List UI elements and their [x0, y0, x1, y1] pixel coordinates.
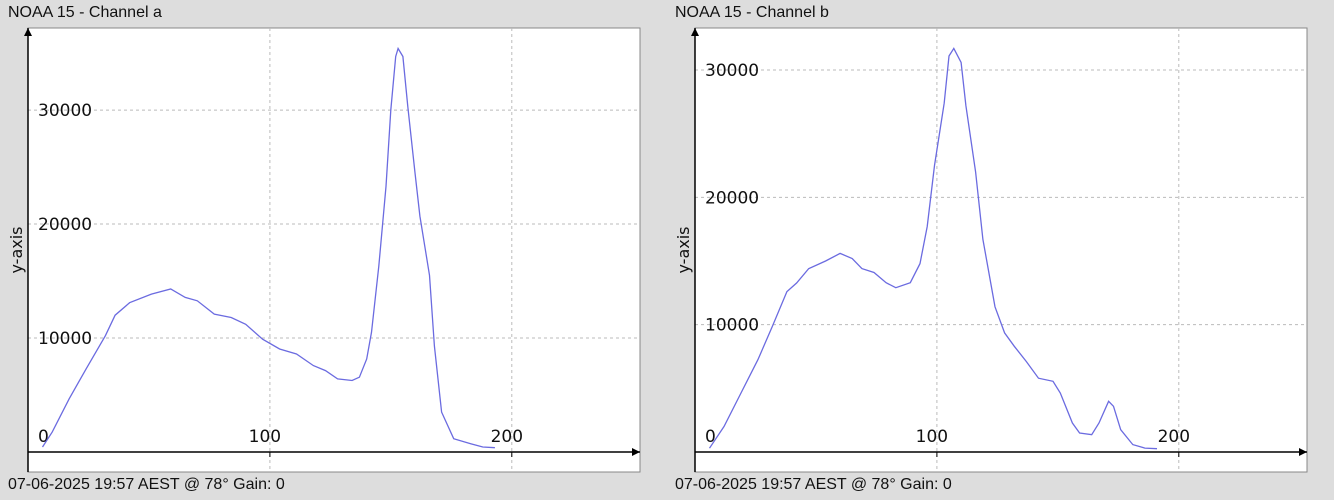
- x-axis-arrow: [1299, 448, 1307, 456]
- x-axis-arrow: [632, 448, 640, 456]
- x-tick-label: 200: [491, 427, 523, 447]
- y-axis-arrow: [691, 28, 699, 36]
- chart-title: NOAA 15 - Channel b: [675, 4, 829, 21]
- series-line: [41, 46, 495, 449]
- chart-footer: 07-06-2025 19:57 AEST @ 78° Gain: 0: [8, 476, 285, 493]
- x-tick-label: 0: [705, 427, 716, 447]
- y-axis-arrow: [24, 28, 32, 36]
- x-tick-label: 100: [249, 427, 281, 447]
- y-tick-label: 10000: [38, 329, 92, 349]
- plot-area: [27, 27, 641, 473]
- y-axis-label: y-axis: [674, 226, 693, 273]
- y-tick-label: 30000: [705, 61, 759, 81]
- x-tick-label: 0: [38, 427, 49, 447]
- chart-panel-channel-b: NOAA 15 - Channel b 0 100 200 10000 20000 300…: [667, 0, 1334, 500]
- chart-panel-channel-a: NOAA 15 - Channel a 0 100 200 10000 20000 300…: [7, 4, 641, 493]
- chart-title: NOAA 15 - Channel a: [8, 4, 162, 21]
- y-tick-label: 20000: [705, 188, 759, 208]
- plot-channel-b: 0 100 200 10000 20000 30000 y-axis: [674, 27, 1308, 473]
- chart-footer: 07-06-2025 19:57 AEST @ 78° Gain: 0: [675, 476, 952, 493]
- y-tick-label: 30000: [38, 101, 92, 121]
- plot-channel-a: 0 100 200 10000 20000 30000 y-axis: [7, 27, 641, 473]
- plot-area: [694, 27, 1308, 473]
- x-tick-label: 100: [916, 427, 948, 447]
- y-tick-label: 10000: [705, 316, 759, 336]
- x-tick-label: 200: [1158, 427, 1190, 447]
- y-tick-label: 20000: [38, 215, 92, 235]
- y-axis-label: y-axis: [7, 226, 26, 273]
- series-line: [708, 47, 1158, 450]
